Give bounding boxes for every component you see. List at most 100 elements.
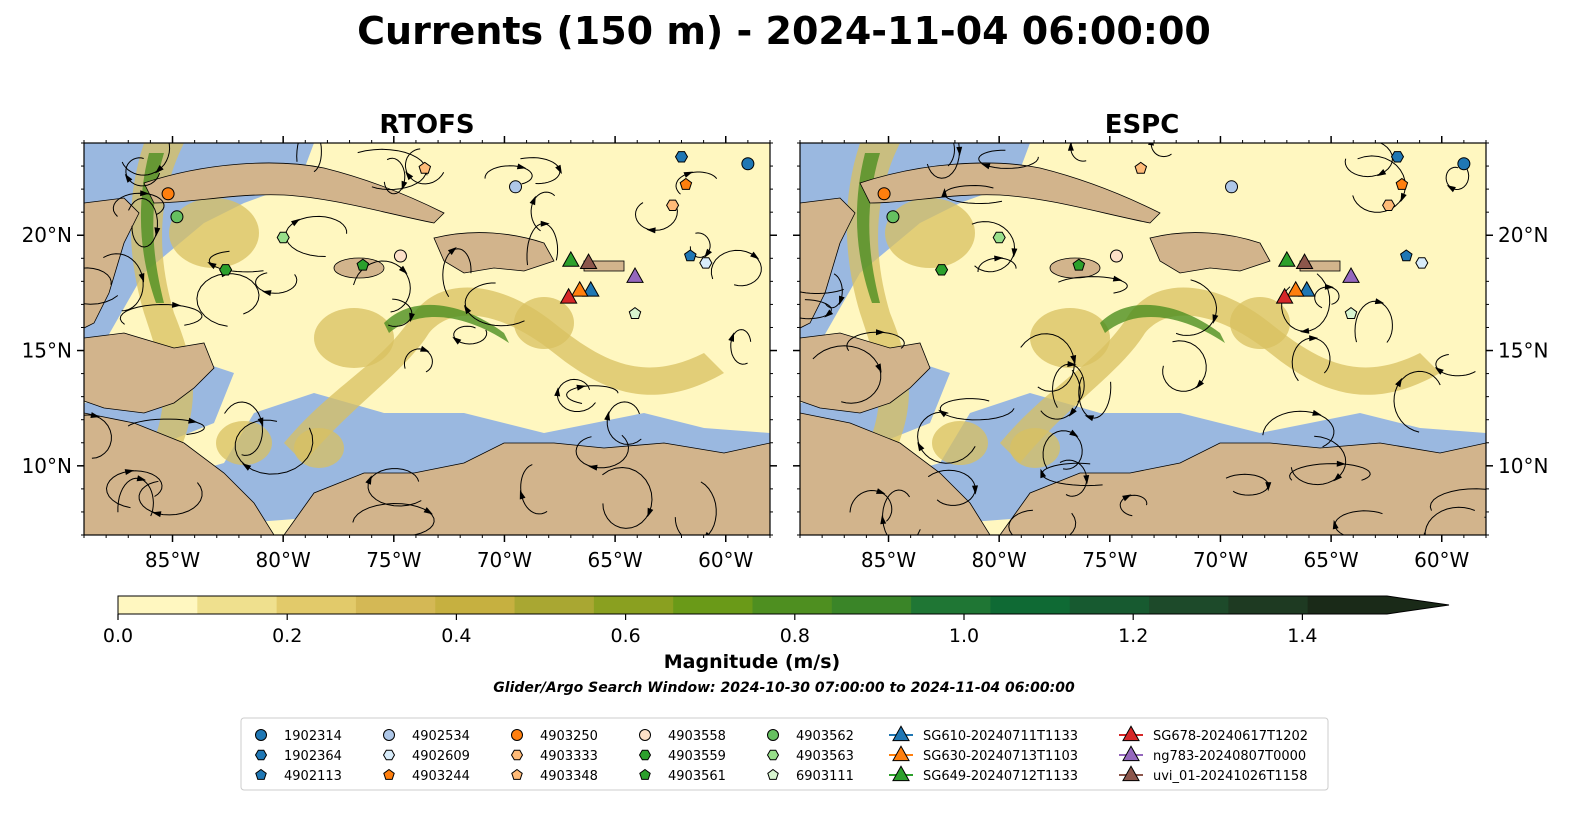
legend-label: 4903562: [796, 729, 854, 744]
legend-label: 4903558: [668, 729, 726, 744]
streamline: [84, 267, 119, 305]
streamline-arrow: [938, 409, 948, 418]
streamline-arrow: [311, 127, 319, 136]
legend-marker-SG610-20240711T1133: [892, 725, 910, 742]
streamline-arrow: [138, 273, 145, 283]
streamline-arrow: [1400, 192, 1407, 203]
streamline-arrow: [604, 411, 611, 421]
platform-marker-SG678-20240617T1202: [1275, 287, 1294, 304]
streamline-arrow: [405, 171, 414, 181]
streamline-arrow: [155, 165, 164, 174]
streamline: [1008, 509, 1077, 535]
legend-label: 4903333: [540, 749, 598, 764]
platform-marker-4903250: [161, 187, 175, 201]
streamline-arrow: [136, 475, 147, 482]
legend: 1902314 1902364 4902113 4902534 4902609 49032…: [240, 717, 1329, 791]
x-tick-label: 85°W: [861, 548, 916, 572]
streamline-arrow: [207, 262, 217, 270]
colorbar-swatch: [1149, 596, 1229, 614]
platform-marker-4903333: [1382, 199, 1396, 211]
platform-marker-uvi_01-20241026T1158: [579, 253, 598, 270]
platform-marker-4903559: [935, 264, 949, 276]
colorbar-tick-label: 0.2: [272, 625, 302, 647]
streamline-arrow: [447, 247, 457, 255]
streamline: [1424, 506, 1475, 535]
platform-marker-1902314: [1457, 157, 1471, 171]
platform-marker-1902314: [741, 157, 755, 171]
streamline-arrow: [420, 345, 430, 352]
streamline-arrow: [242, 463, 252, 471]
streamline-arrow: [875, 363, 882, 373]
basemap-espc: [800, 143, 1486, 535]
streamline: [800, 288, 844, 294]
streamline-arrow: [555, 164, 562, 175]
platform-marker-1902364: [674, 151, 689, 163]
y-tick-label: 15°N: [1498, 339, 1548, 363]
streamline-arrow: [1265, 482, 1272, 492]
streamline-arrow: [1040, 468, 1047, 479]
legend-label: ng783-20240807T0000: [1153, 749, 1306, 764]
x-tick-label: 60°W: [698, 548, 753, 572]
streamline-arrow: [452, 336, 462, 345]
streamline-arrow: [941, 188, 948, 198]
colorbar-tick-label: 1.4: [1287, 625, 1317, 647]
platform-marker-SG610-20240711T1133: [1297, 280, 1316, 297]
legend-marker-6903111: [767, 768, 779, 780]
streamline-arrow: [463, 304, 472, 315]
streamline-arrow: [423, 507, 433, 515]
streamline-arrow: [171, 301, 182, 308]
streamline-arrow: [576, 384, 586, 391]
x-tick-label: 65°W: [1303, 548, 1358, 572]
streamline-arrow: [1148, 143, 1154, 146]
streamline-arrow: [956, 146, 963, 156]
streamline-arrow: [839, 295, 845, 306]
platform-marker-4903558: [1109, 249, 1123, 263]
platform-marker-4903561: [1072, 258, 1086, 271]
streamline-arrow: [1496, 488, 1505, 494]
axes-rtofs: 85°W 80°W 75°W 70°W 65°W 60°W 10°N 15°N 20°N: [22, 136, 777, 572]
y-tick-label: 10°N: [1498, 454, 1548, 478]
legend-marker-4903333: [510, 749, 524, 761]
colorbar-tick-label: 1.0: [949, 625, 979, 647]
streamline: [947, 143, 956, 167]
streamline: [296, 143, 322, 173]
streamline-arrow: [1083, 475, 1090, 485]
platform-marker-4903244: [1395, 177, 1409, 190]
streamline-arrow: [1300, 327, 1310, 334]
legend-label: 1902364: [284, 749, 342, 764]
streamline-arrow: [554, 387, 561, 397]
platform-marker-4902609: [1415, 257, 1429, 269]
colorbar: 0.0 0.2 0.4 0.6 0.8 1.0 1.2 1.4 Magnitude (m/s): [103, 595, 1450, 673]
streamline-arrow: [519, 490, 526, 500]
platform-marker-4903559: [219, 264, 233, 276]
streamline-arrow: [365, 475, 372, 485]
platform-marker-SG630-20240713T1103: [570, 280, 589, 297]
streamline-arrow: [994, 255, 1004, 262]
x-tick-label: 80°W: [972, 548, 1027, 572]
platform-marker-4902113: [1400, 249, 1413, 262]
legend-marker-4903558: [639, 729, 651, 741]
platform-marker-4903563: [992, 231, 1006, 244]
colorbar-swatch: [673, 596, 753, 614]
streamline-arrow: [1068, 407, 1077, 417]
panel-title-espc: ESPC: [1105, 110, 1180, 140]
colorbar-swatch: [1069, 596, 1150, 614]
streamline-arrow: [124, 469, 135, 475]
streamline-arrow: [152, 511, 162, 518]
colorbar-swatch: [355, 596, 436, 614]
colorbar-swatch: [435, 596, 516, 614]
platform-marker-4903348: [418, 161, 432, 174]
panel-espc: ESPC 85°W 80°W 75°W 70°W 65°W 60°W 10°N 15°N 20°…: [793, 110, 1548, 572]
platform-marker-4903558: [393, 249, 407, 263]
x-tick-label: 75°W: [366, 548, 421, 572]
platform-marker-ng783-20240807T0000: [626, 266, 644, 283]
colorbar-label: Magnitude (m/s): [664, 651, 841, 673]
colorbar-swatch: [1228, 596, 1309, 614]
legend-label: 4902609: [412, 749, 470, 764]
legend-marker-4902534: [383, 729, 395, 741]
legend-marker-4902113: [255, 768, 267, 780]
colorbar-swatch: [831, 596, 912, 614]
platform-marker-uvi_01-20241026T1158: [1295, 253, 1314, 270]
legend-marker-4903562: [767, 729, 779, 741]
streamline-arrow: [1069, 429, 1079, 437]
